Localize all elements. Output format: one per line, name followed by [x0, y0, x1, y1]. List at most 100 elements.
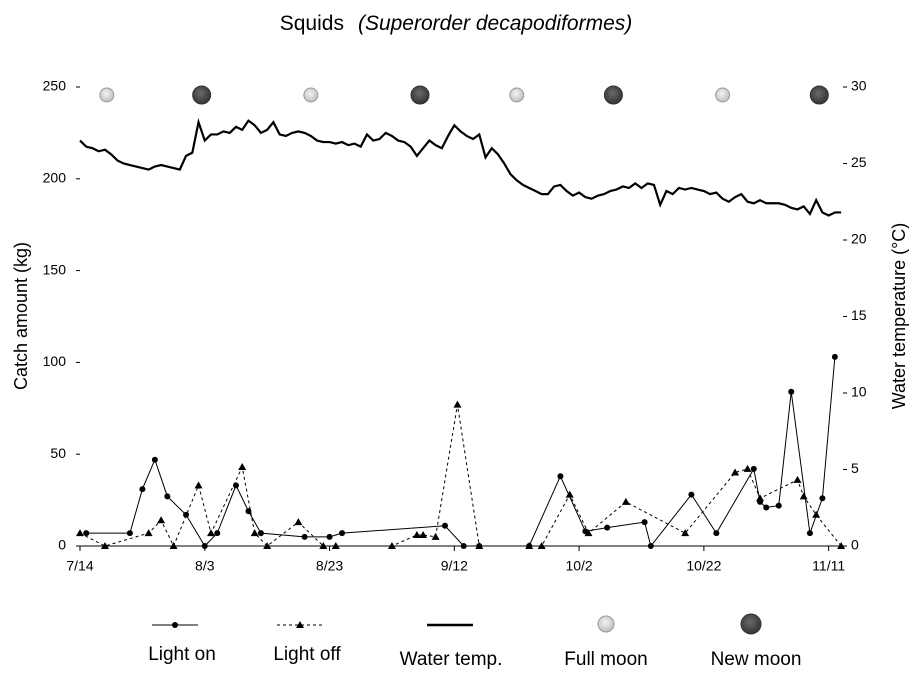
- point: [294, 518, 303, 526]
- y-tick-label: 100: [43, 353, 67, 369]
- point: [238, 463, 247, 471]
- moon-marker: [715, 87, 731, 103]
- point: [331, 542, 340, 549]
- y-tick-label: 150: [43, 261, 67, 277]
- moon-marker: [509, 87, 525, 103]
- moon-marker: [603, 85, 623, 105]
- x-tick-label: 11/11: [812, 558, 845, 574]
- y2-tick-label: 10: [851, 384, 867, 400]
- y-tick-label: 200: [43, 170, 67, 186]
- point: [831, 353, 838, 360]
- point: [584, 529, 593, 537]
- moon-marker: [410, 85, 430, 105]
- point: [339, 530, 346, 537]
- title-scientific: (Superorder decapodiformes): [358, 12, 632, 35]
- point: [756, 494, 765, 502]
- y-tick-label: 50: [50, 445, 66, 461]
- point: [194, 481, 203, 489]
- point: [537, 542, 546, 549]
- point: [419, 530, 428, 538]
- point: [164, 493, 171, 500]
- point: [812, 510, 821, 518]
- point: [743, 464, 752, 472]
- point: [557, 473, 564, 480]
- point: [775, 502, 782, 509]
- point: [100, 542, 109, 549]
- x-tick-label: 10/2: [565, 558, 592, 574]
- point: [183, 511, 190, 518]
- point: [157, 516, 166, 524]
- legend-label: Light on: [148, 644, 216, 665]
- point: [232, 482, 239, 489]
- chart-title: Squids (Superorder decapodiformes): [280, 12, 633, 35]
- y2-tick-label: 0: [851, 537, 859, 553]
- legend-symbol: [740, 613, 762, 635]
- point: [799, 492, 808, 500]
- y2-tick-label: 20: [851, 231, 867, 247]
- point: [819, 495, 826, 502]
- point: [806, 530, 813, 537]
- point: [169, 542, 178, 549]
- series-line: [79, 117, 842, 217]
- title-common: Squids: [280, 12, 344, 35]
- y-axis-title: Catch amount (kg): [11, 242, 31, 390]
- point: [76, 529, 84, 537]
- y2-tick-label: 5: [851, 460, 859, 476]
- point: [763, 504, 770, 511]
- point: [750, 465, 757, 472]
- y2-tick-label: 15: [851, 307, 867, 323]
- legend-marker: [172, 622, 178, 628]
- point: [139, 486, 146, 493]
- point: [263, 542, 272, 549]
- point: [201, 543, 208, 549]
- y2-tick-label: 25: [851, 154, 867, 170]
- point: [214, 530, 221, 537]
- point: [475, 542, 484, 549]
- point: [319, 542, 328, 549]
- point: [460, 543, 467, 549]
- x-tick-label: 8/3: [195, 558, 215, 574]
- point: [641, 519, 648, 526]
- point: [250, 529, 259, 537]
- series-line: [79, 404, 842, 548]
- point: [151, 456, 158, 463]
- point: [144, 529, 153, 537]
- legend-label: Water temp.: [400, 649, 503, 670]
- point: [126, 530, 133, 537]
- moon-marker: [809, 85, 829, 105]
- point: [207, 529, 216, 537]
- x-tick-label: 10/22: [686, 558, 721, 574]
- point: [387, 542, 396, 549]
- moon-marker: [303, 87, 319, 103]
- legend-label: Light off: [273, 644, 341, 665]
- point: [412, 530, 421, 538]
- point: [688, 491, 695, 498]
- point: [604, 524, 611, 531]
- point: [453, 400, 462, 408]
- x-tick-label: 8/23: [316, 558, 343, 574]
- point: [301, 533, 308, 540]
- legend-marker: [296, 621, 304, 628]
- point: [245, 508, 252, 515]
- point: [431, 532, 440, 540]
- series-line: [86, 356, 836, 548]
- point: [793, 475, 802, 483]
- point: [621, 497, 630, 505]
- point: [837, 542, 846, 549]
- y2-axis-title: Water temperature (°C): [889, 223, 909, 410]
- point: [681, 529, 690, 537]
- point: [647, 543, 654, 549]
- moon-marker: [99, 87, 115, 103]
- moon-marker: [192, 85, 212, 105]
- point: [441, 522, 448, 529]
- legend-label: New moon: [711, 649, 802, 670]
- y2-tick-label: 30: [851, 78, 867, 94]
- x-tick-label: 7/14: [66, 558, 93, 574]
- point: [731, 468, 740, 476]
- point: [326, 533, 333, 540]
- point: [525, 542, 534, 549]
- y-tick-label: 0: [58, 537, 66, 553]
- point: [788, 388, 795, 395]
- legend-label: Full moon: [564, 649, 647, 670]
